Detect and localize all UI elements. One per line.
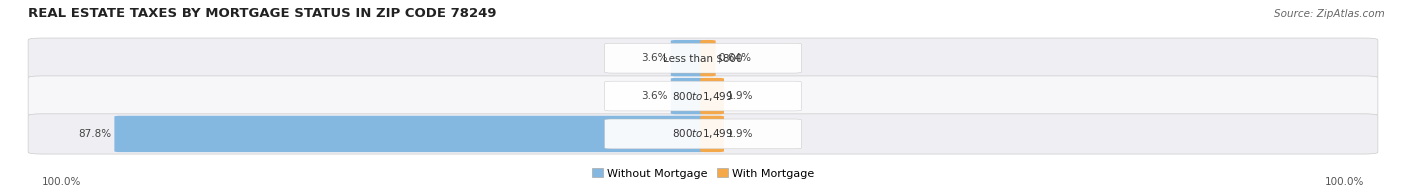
FancyBboxPatch shape — [114, 116, 706, 152]
FancyBboxPatch shape — [700, 116, 724, 152]
Text: Less than $800: Less than $800 — [664, 53, 742, 63]
Legend: Without Mortgage, With Mortgage: Without Mortgage, With Mortgage — [592, 168, 814, 179]
FancyBboxPatch shape — [605, 119, 801, 149]
FancyBboxPatch shape — [28, 114, 1378, 154]
Text: 3.6%: 3.6% — [641, 53, 668, 63]
Text: Source: ZipAtlas.com: Source: ZipAtlas.com — [1274, 9, 1385, 19]
FancyBboxPatch shape — [28, 38, 1378, 78]
FancyBboxPatch shape — [28, 76, 1378, 116]
FancyBboxPatch shape — [605, 81, 801, 111]
FancyBboxPatch shape — [671, 78, 706, 114]
Text: $800 to $1,499: $800 to $1,499 — [672, 90, 734, 103]
Text: 100.0%: 100.0% — [1324, 177, 1364, 187]
Text: 3.6%: 3.6% — [641, 91, 668, 101]
FancyBboxPatch shape — [700, 78, 724, 114]
Text: 1.9%: 1.9% — [727, 129, 754, 139]
FancyBboxPatch shape — [605, 43, 801, 73]
Text: $800 to $1,499: $800 to $1,499 — [672, 127, 734, 140]
Text: 0.64%: 0.64% — [718, 53, 751, 63]
FancyBboxPatch shape — [671, 40, 706, 76]
Text: 100.0%: 100.0% — [42, 177, 82, 187]
Text: 87.8%: 87.8% — [79, 129, 111, 139]
Text: 1.9%: 1.9% — [727, 91, 754, 101]
FancyBboxPatch shape — [700, 40, 716, 76]
Text: REAL ESTATE TAXES BY MORTGAGE STATUS IN ZIP CODE 78249: REAL ESTATE TAXES BY MORTGAGE STATUS IN … — [28, 7, 496, 20]
